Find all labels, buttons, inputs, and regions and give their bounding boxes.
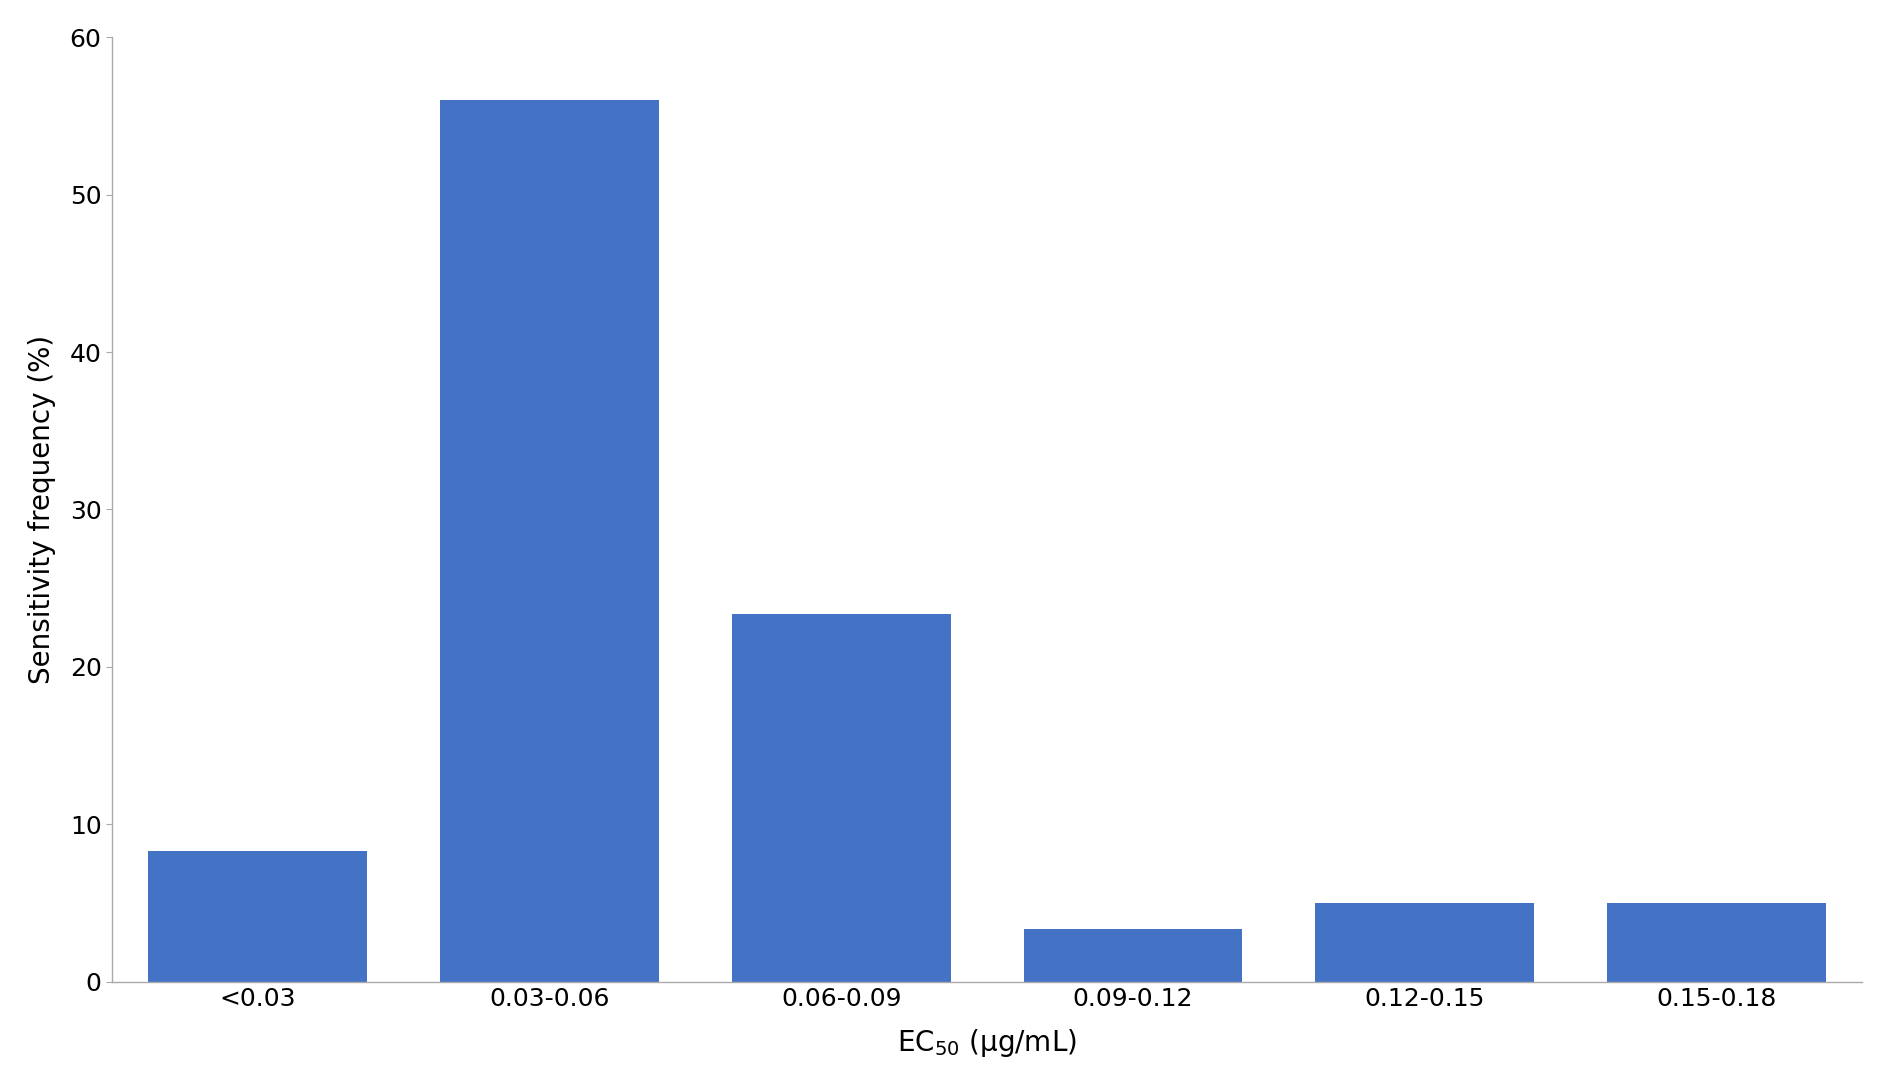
Bar	[149, 851, 366, 982]
Bar	[1606, 903, 1825, 982]
Bar	[1024, 929, 1241, 982]
Y-axis label: Sensitivity frequency (%): Sensitivity frequency (%)	[28, 335, 57, 684]
Bar	[1315, 903, 1534, 982]
Bar	[731, 614, 950, 982]
Bar	[440, 100, 659, 982]
X-axis label: EC$_{50}$ (μg/mL): EC$_{50}$ (μg/mL)	[897, 1027, 1077, 1059]
